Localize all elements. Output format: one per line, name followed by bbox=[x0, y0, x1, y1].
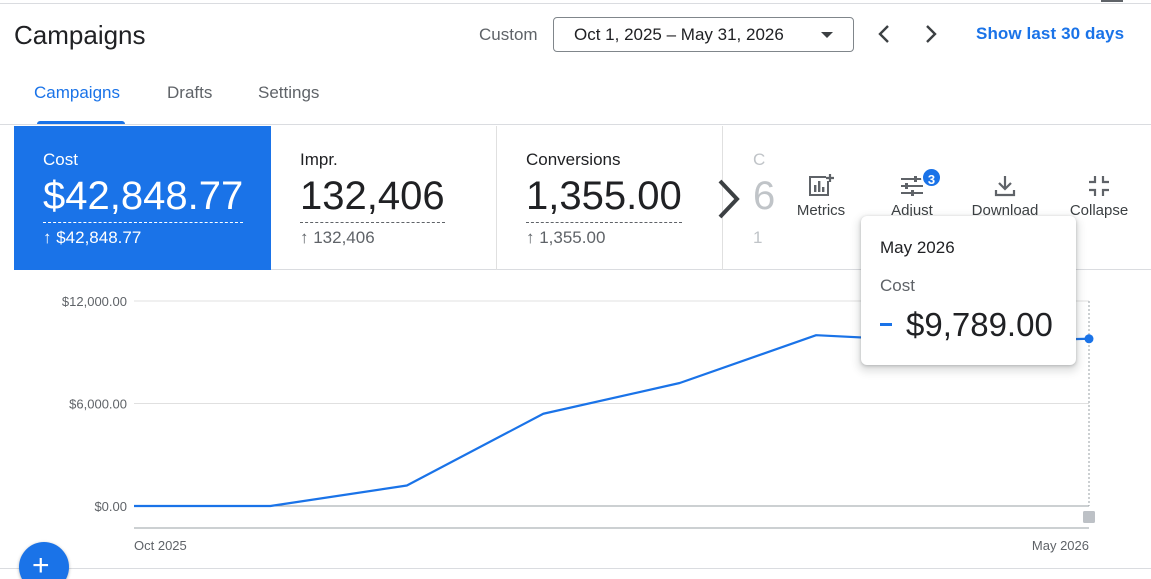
scorecard-value: 132,406 bbox=[300, 172, 445, 223]
scorecard-value: $42,848.77 bbox=[43, 172, 244, 223]
top-corner-mark bbox=[1101, 0, 1123, 2]
scorecard-value: 1,355.00 bbox=[526, 172, 682, 223]
y-tick-label: $12,000.00 bbox=[62, 294, 127, 309]
y-tick-label: $6,000.00 bbox=[69, 397, 127, 412]
x-tick-label: May 2026 bbox=[1032, 538, 1089, 553]
top-border bbox=[0, 0, 1151, 4]
scorecard-delta: ↑ $42,848.77 bbox=[43, 228, 142, 247]
collapse-label: Collapse bbox=[1069, 202, 1129, 219]
scorecard-row: Cost $42,848.77 ↑ $42,848.77 Impr. 132,4… bbox=[14, 126, 1151, 270]
collapse-button[interactable]: Collapse bbox=[1059, 172, 1139, 219]
active-tab-indicator bbox=[37, 121, 125, 124]
scorecard-label: Impr. bbox=[300, 150, 338, 169]
adjust-button[interactable]: Adjust bbox=[872, 172, 952, 219]
highlighted-data-point bbox=[1084, 334, 1094, 344]
scorecard-delta: ↑ 132,406 bbox=[300, 228, 375, 247]
tooltip-title: May 2026 bbox=[880, 238, 955, 257]
scorecard-delta: ↑ 1,355.00 bbox=[526, 228, 606, 247]
previous-period-button[interactable] bbox=[869, 19, 899, 49]
tooltip-value: $9,789.00 bbox=[906, 306, 1053, 343]
scorecard-label: Cost bbox=[43, 150, 78, 169]
scorecard-cost[interactable]: Cost $42,848.77 ↑ $42,848.77 bbox=[14, 126, 271, 270]
tab-campaigns[interactable]: Campaigns bbox=[34, 83, 120, 102]
scorecard-impressions[interactable]: Impr. 132,406 ↑ 132,406 bbox=[271, 126, 497, 270]
plus-icon: + bbox=[32, 549, 50, 579]
scorecard-partial: C 6 1 bbox=[738, 126, 778, 270]
chevron-left-icon bbox=[878, 25, 889, 43]
date-range-label: Custom bbox=[479, 25, 538, 44]
adjust-icon bbox=[901, 176, 923, 196]
adjust-label: Adjust bbox=[891, 202, 933, 219]
scorecard-divider bbox=[496, 126, 497, 270]
add-campaign-button[interactable]: + bbox=[19, 542, 69, 579]
date-range-value: Oct 1, 2025 – May 31, 2026 bbox=[574, 24, 784, 44]
range-slider-handle bbox=[1083, 511, 1095, 523]
metrics-label: Metrics bbox=[796, 202, 846, 219]
x-tick-label: Oct 2025 bbox=[134, 538, 187, 553]
chart-bottom-border bbox=[0, 568, 1151, 569]
chevron-right-icon bbox=[718, 179, 740, 219]
scorecard-divider bbox=[722, 126, 723, 270]
scorecard-conversions[interactable]: Conversions 1,355.00 ↑ 1,355.00 bbox=[497, 126, 723, 270]
scorecard-value: 6 bbox=[753, 174, 776, 218]
more-scorecards-button[interactable] bbox=[716, 178, 742, 225]
chevron-right-icon bbox=[926, 25, 937, 43]
download-button[interactable]: Download bbox=[965, 172, 1045, 219]
download-icon bbox=[994, 176, 1016, 197]
show-last-30-days-link[interactable]: Show last 30 days bbox=[976, 24, 1125, 43]
tabs-divider bbox=[0, 124, 1151, 125]
collapse-icon bbox=[1089, 176, 1109, 196]
tooltip-metric-label: Cost bbox=[880, 276, 915, 295]
y-tick-label: $0.00 bbox=[94, 499, 127, 514]
date-range-picker[interactable]: Oct 1, 2025 – May 31, 2026 bbox=[553, 17, 854, 52]
dropdown-caret-icon bbox=[821, 32, 833, 38]
next-period-button[interactable] bbox=[916, 19, 946, 49]
scorecard-delta: 1 bbox=[753, 228, 763, 247]
series-legend-swatch bbox=[880, 323, 892, 326]
tab-drafts[interactable]: Drafts bbox=[167, 83, 213, 102]
metrics-icon bbox=[809, 174, 834, 196]
download-label: Download bbox=[971, 202, 1039, 219]
metrics-button[interactable]: Metrics bbox=[781, 172, 861, 219]
adjust-count-badge: 3 bbox=[921, 167, 942, 188]
chart-tooltip: May 2026 Cost $9,789.00 bbox=[861, 216, 1076, 365]
page-title: Campaigns bbox=[14, 20, 146, 50]
tab-settings[interactable]: Settings bbox=[258, 83, 320, 102]
scorecard-label: C bbox=[753, 150, 766, 169]
scorecard-label: Conversions bbox=[526, 150, 621, 169]
